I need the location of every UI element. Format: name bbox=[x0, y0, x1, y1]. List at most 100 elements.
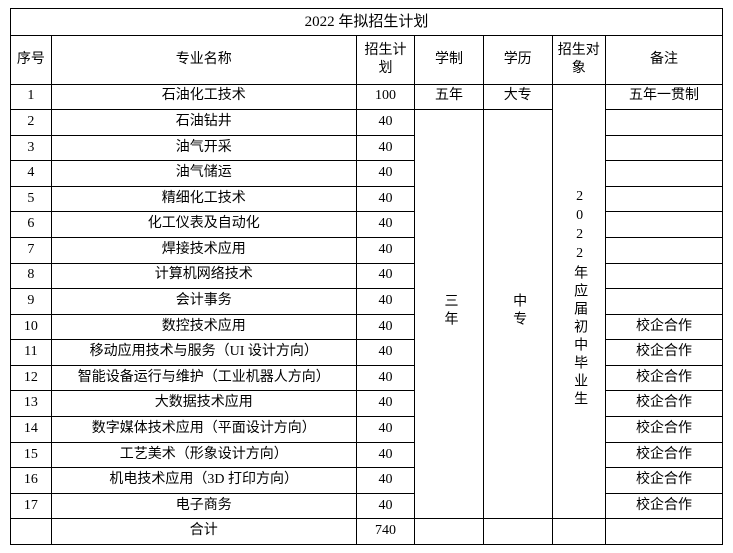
table-row: 3油气开采40 bbox=[11, 135, 723, 161]
cell-plan: 40 bbox=[356, 263, 414, 289]
header-target: 招生对象 bbox=[552, 35, 605, 84]
cell-note bbox=[605, 263, 722, 289]
cell-plan: 40 bbox=[356, 340, 414, 366]
cell-system: 三年 bbox=[415, 110, 484, 519]
table-row: 8计算机网络技术40 bbox=[11, 263, 723, 289]
table-row: 9会计事务40 bbox=[11, 289, 723, 315]
cell-note: 校企合作 bbox=[605, 391, 722, 417]
cell-plan: 40 bbox=[356, 161, 414, 187]
cell-edu: 中专 bbox=[483, 110, 552, 519]
cell-idx: 6 bbox=[11, 212, 52, 238]
table-row: 1 石油化工技术 100 五年 大专 2022年应届初中毕业生 五年一贯制 bbox=[11, 84, 723, 110]
table-row: 14数字媒体技术应用（平面设计方向）40 校企合作 bbox=[11, 417, 723, 443]
cell-major: 石油化工技术 bbox=[51, 84, 356, 110]
cell-empty bbox=[415, 519, 484, 545]
cell-note: 校企合作 bbox=[605, 340, 722, 366]
header-idx: 序号 bbox=[11, 35, 52, 84]
cell-major: 工艺美术（形象设计方向） bbox=[51, 442, 356, 468]
cell-idx bbox=[11, 519, 52, 545]
table-row: 7焊接技术应用40 bbox=[11, 238, 723, 264]
cell-note bbox=[605, 161, 722, 187]
cell-plan: 40 bbox=[356, 442, 414, 468]
cell-idx: 5 bbox=[11, 186, 52, 212]
table-row: 4油气储运40 bbox=[11, 161, 723, 187]
cell-plan: 40 bbox=[356, 238, 414, 264]
target-text: 2022年应届初中毕业生 bbox=[570, 189, 587, 409]
cell-note: 校企合作 bbox=[605, 442, 722, 468]
cell-major: 大数据技术应用 bbox=[51, 391, 356, 417]
cell-idx: 11 bbox=[11, 340, 52, 366]
total-label: 合计 bbox=[51, 519, 356, 545]
cell-note: 五年一贯制 bbox=[605, 84, 722, 110]
cell-plan: 40 bbox=[356, 110, 414, 136]
cell-idx: 15 bbox=[11, 442, 52, 468]
cell-idx: 16 bbox=[11, 468, 52, 494]
cell-edu: 大专 bbox=[483, 84, 552, 110]
edu-text: 中专 bbox=[509, 293, 526, 329]
header-row: 序号 专业名称 招生计划 学制 学历 招生对象 备注 bbox=[11, 35, 723, 84]
cell-major: 石油钻井 bbox=[51, 110, 356, 136]
cell-idx: 4 bbox=[11, 161, 52, 187]
cell-idx: 3 bbox=[11, 135, 52, 161]
cell-idx: 8 bbox=[11, 263, 52, 289]
cell-plan: 40 bbox=[356, 289, 414, 315]
cell-major: 机电技术应用（3D 打印方向） bbox=[51, 468, 356, 494]
cell-idx: 13 bbox=[11, 391, 52, 417]
cell-major: 会计事务 bbox=[51, 289, 356, 315]
cell-plan: 40 bbox=[356, 468, 414, 494]
cell-plan: 40 bbox=[356, 417, 414, 443]
cell-target: 2022年应届初中毕业生 bbox=[552, 84, 605, 519]
cell-note bbox=[605, 289, 722, 315]
cell-major: 油气开采 bbox=[51, 135, 356, 161]
table-row: 11移动应用技术与服务（UI 设计方向）40 校企合作 bbox=[11, 340, 723, 366]
cell-note: 校企合作 bbox=[605, 468, 722, 494]
cell-empty bbox=[605, 519, 722, 545]
table-row: 5精细化工技术40 bbox=[11, 186, 723, 212]
header-plan: 招生计划 bbox=[356, 35, 414, 84]
cell-note bbox=[605, 110, 722, 136]
cell-idx: 17 bbox=[11, 493, 52, 519]
cell-plan: 40 bbox=[356, 212, 414, 238]
cell-note: 校企合作 bbox=[605, 314, 722, 340]
table-title: 2022 年拟招生计划 bbox=[11, 9, 723, 36]
cell-plan: 40 bbox=[356, 493, 414, 519]
cell-note bbox=[605, 135, 722, 161]
enrollment-plan-table: 2022 年拟招生计划 序号 专业名称 招生计划 学制 学历 招生对象 备注 1… bbox=[10, 8, 723, 545]
cell-plan: 40 bbox=[356, 391, 414, 417]
cell-major: 精细化工技术 bbox=[51, 186, 356, 212]
cell-idx: 1 bbox=[11, 84, 52, 110]
cell-major: 计算机网络技术 bbox=[51, 263, 356, 289]
cell-major: 焊接技术应用 bbox=[51, 238, 356, 264]
system-text: 三年 bbox=[441, 293, 458, 329]
cell-note: 校企合作 bbox=[605, 365, 722, 391]
cell-major: 数字媒体技术应用（平面设计方向） bbox=[51, 417, 356, 443]
cell-major: 数控技术应用 bbox=[51, 314, 356, 340]
header-edu: 学历 bbox=[483, 35, 552, 84]
cell-major: 移动应用技术与服务（UI 设计方向） bbox=[51, 340, 356, 366]
cell-empty bbox=[552, 519, 605, 545]
cell-idx: 2 bbox=[11, 110, 52, 136]
cell-idx: 7 bbox=[11, 238, 52, 264]
table-row: 2石油钻井40三年中专 bbox=[11, 110, 723, 136]
cell-plan: 100 bbox=[356, 84, 414, 110]
cell-empty bbox=[483, 519, 552, 545]
cell-major: 智能设备运行与维护（工业机器人方向） bbox=[51, 365, 356, 391]
cell-plan: 40 bbox=[356, 135, 414, 161]
cell-note: 校企合作 bbox=[605, 417, 722, 443]
total-value: 740 bbox=[356, 519, 414, 545]
total-row: 合计740 bbox=[11, 519, 723, 545]
table-row: 16机电技术应用（3D 打印方向）40 校企合作 bbox=[11, 468, 723, 494]
table-row: 12智能设备运行与维护（工业机器人方向）40 校企合作 bbox=[11, 365, 723, 391]
cell-plan: 40 bbox=[356, 365, 414, 391]
table-row: 10数控技术应用40 校企合作 bbox=[11, 314, 723, 340]
cell-system: 五年 bbox=[415, 84, 484, 110]
cell-major: 化工仪表及自动化 bbox=[51, 212, 356, 238]
cell-idx: 10 bbox=[11, 314, 52, 340]
cell-idx: 14 bbox=[11, 417, 52, 443]
cell-plan: 40 bbox=[356, 314, 414, 340]
cell-note bbox=[605, 186, 722, 212]
cell-idx: 12 bbox=[11, 365, 52, 391]
cell-idx: 9 bbox=[11, 289, 52, 315]
cell-note bbox=[605, 238, 722, 264]
header-major: 专业名称 bbox=[51, 35, 356, 84]
